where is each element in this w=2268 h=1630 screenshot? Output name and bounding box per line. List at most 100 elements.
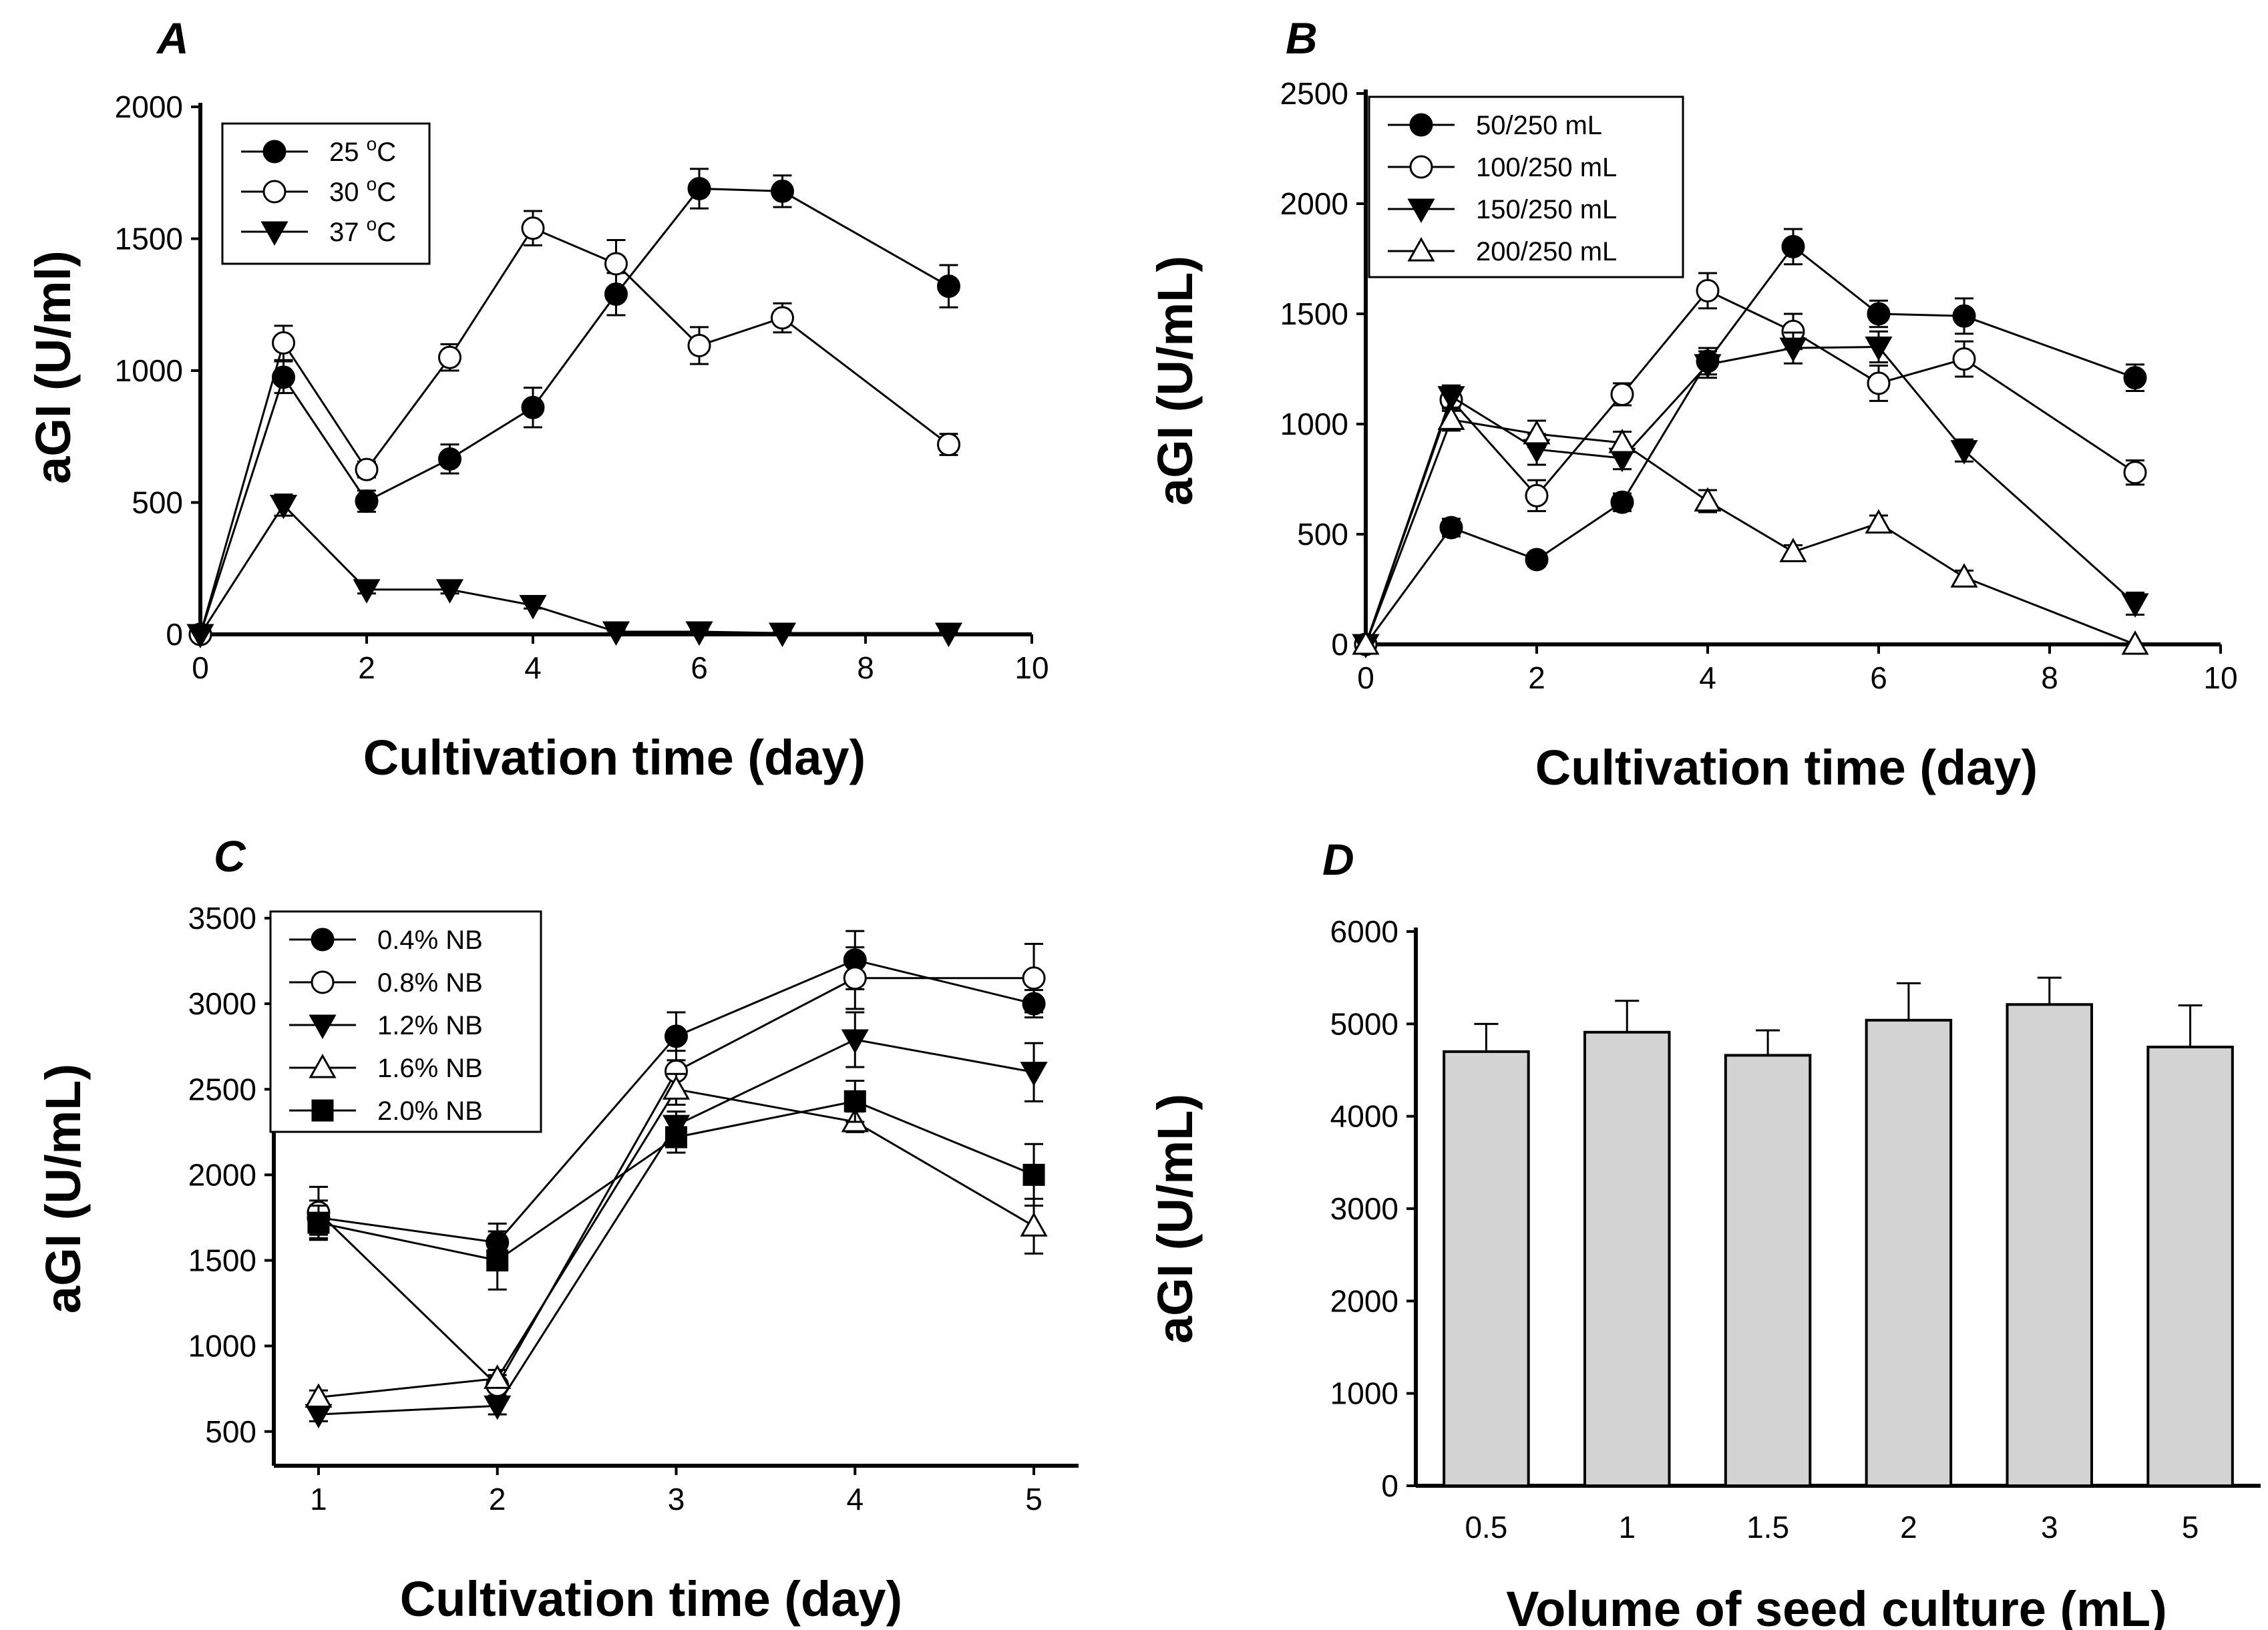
x-tick-label: 2 [358, 650, 375, 685]
y-tick-label: 1500 [188, 1243, 256, 1278]
y-tick-label: 500 [205, 1414, 256, 1449]
x-tick-label: 6 [1870, 660, 1887, 695]
data-point [771, 179, 794, 203]
y-tick-label: 1000 [1280, 407, 1348, 441]
data-point [269, 494, 298, 520]
y-tick-label: 2500 [1280, 76, 1348, 111]
data-point [1020, 1212, 1048, 1237]
data-point [934, 622, 963, 648]
x-tick-label: 2 [489, 1482, 506, 1516]
series-line [1364, 418, 2136, 646]
x-tick-label: 5 [1025, 1482, 1043, 1516]
x-tick-label: 6 [691, 650, 708, 685]
data-point [484, 1364, 512, 1389]
legend-marker [309, 1053, 337, 1078]
legend-marker [262, 140, 287, 164]
legend-marker [1407, 236, 1435, 262]
series-line [199, 503, 949, 635]
legend-marker [1409, 113, 1433, 137]
x-tick-label: 0 [1357, 660, 1374, 695]
series-5 [307, 1079, 1045, 1291]
bar [1724, 1054, 1812, 1488]
data-point [604, 252, 628, 276]
legend-marker [311, 970, 335, 994]
data-point [1525, 483, 1549, 507]
y-tick-label: 6000 [1330, 914, 1398, 949]
data-point [768, 622, 797, 648]
legend-label-unit: C [377, 218, 396, 247]
data-point [438, 345, 461, 369]
data-point [519, 595, 547, 620]
y-tick-label: 1000 [1330, 1376, 1398, 1411]
y-tick-label: 4000 [1330, 1099, 1398, 1134]
legend-box [221, 122, 431, 265]
legend-label-text: 0.4% NB [377, 926, 483, 955]
legend-label-text: 30 [329, 178, 367, 207]
legend-label: 150/250 mL [1476, 195, 1617, 224]
y-tick-label: 2000 [115, 89, 183, 124]
data-point [771, 306, 794, 330]
data-point [1523, 419, 1551, 445]
data-point [438, 447, 461, 471]
legend-marker [309, 1014, 337, 1040]
bar [1865, 1018, 1953, 1488]
data-point [2123, 461, 2147, 485]
legend-label-sup: o [367, 174, 377, 194]
data-point [1608, 428, 1636, 453]
series-line [1364, 245, 2136, 645]
data-point [1950, 563, 1978, 588]
series-line [1364, 289, 2136, 645]
x-axis-title: Volume of seed culture (mL) [1506, 1581, 2167, 1630]
data-point [843, 966, 867, 990]
y-tick-label: 0 [166, 617, 183, 652]
data-point [355, 489, 379, 514]
data-point [305, 1383, 333, 1408]
panel-a: 0 500 1000 1500 2000 0 2 4 6 8 10 Cultivation time … [25, 13, 1049, 785]
x-axis-title: Cultivation time (day) [1535, 740, 2038, 795]
panel-b: 0 500 1000 1500 2000 2500 0 2 4 6 8 10 Cultivation t… [1147, 13, 2238, 795]
y-tick-label: 1500 [115, 222, 183, 256]
data-point [1781, 234, 1805, 258]
data-point [1020, 1062, 1048, 1086]
legend-label-text: 150/250 mL [1476, 195, 1617, 224]
data-point [355, 457, 379, 481]
y-tick-label: 500 [132, 485, 183, 520]
x-tick-label: 8 [857, 650, 874, 685]
legend-label: 0.8% NB [377, 968, 483, 998]
legend-label-text: 200/250 mL [1476, 237, 1617, 266]
legend-label: 0.4% NB [377, 926, 483, 955]
data-point [1610, 382, 1634, 406]
y-tick-label: 2500 [188, 1072, 256, 1106]
x-tick-label: 3 [668, 1482, 685, 1516]
series-4 [1352, 405, 2149, 655]
legend-label: 37 oC [329, 214, 396, 247]
data-point [1865, 509, 1893, 534]
y-tick-label: 5000 [1330, 1006, 1398, 1041]
data-point [1437, 405, 1465, 430]
panel-c: 500 1000 1500 2000 2500 3000 3500 1 2 3 4 5 Cultivat… [35, 831, 1079, 1627]
data-point [687, 333, 711, 357]
legend-label-text: 0.8% NB [377, 968, 483, 998]
y-tick-label: 0 [1381, 1468, 1398, 1503]
panel-letter: B [1286, 13, 1318, 63]
y-tick-label: 1000 [115, 353, 183, 388]
data-point [272, 331, 295, 355]
legend-label-text: 25 [329, 138, 367, 167]
legend-marker [311, 1099, 334, 1122]
data-point [665, 1126, 687, 1149]
data-point [665, 1024, 688, 1048]
bar [2146, 1045, 2234, 1487]
y-tick-label: 2000 [188, 1157, 256, 1192]
data-point [1352, 630, 1380, 655]
legend-label: 1.6% NB [377, 1054, 483, 1083]
x-tick-label: 2 [1528, 660, 1545, 695]
x-tick-label: 4 [1699, 660, 1716, 695]
series-4 [305, 1072, 1048, 1408]
series-3 [1352, 330, 2149, 659]
x-axis-title: Cultivation time (day) [363, 730, 866, 785]
legend: 50/250 mL 100/250 mL 150/250 mL 200/250 mL [1368, 95, 1684, 278]
panel-letter: A [156, 13, 189, 63]
data-point [521, 395, 545, 419]
x-tick-label: 8 [2041, 660, 2058, 695]
